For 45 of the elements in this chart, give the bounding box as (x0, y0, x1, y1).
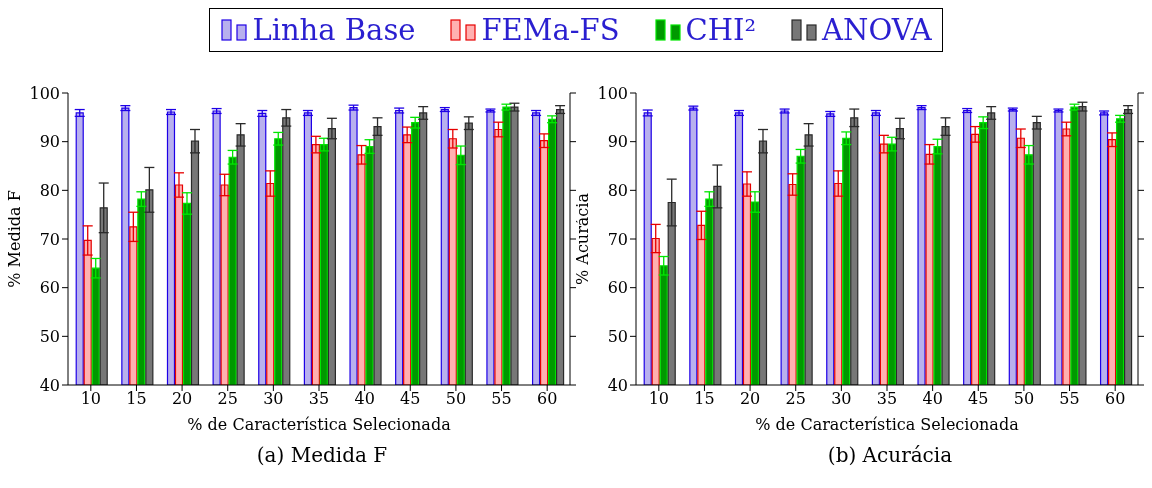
x-tick-label: 30 (831, 389, 852, 409)
legend-label: ANOVA (822, 13, 932, 47)
y-tick-label: 100 (29, 83, 60, 103)
y-tick-label: 100 (597, 83, 628, 103)
y-tick-label: 40 (607, 375, 628, 395)
x-tick-label: 10 (80, 389, 101, 409)
x-tick-label: 30 (263, 389, 284, 409)
y-tick-label: 50 (39, 327, 60, 347)
x-tick-label: 35 (876, 389, 898, 409)
x-tick-label: 35 (308, 389, 330, 409)
x-tick-label: 55 (1059, 389, 1080, 409)
x-tick-label: 60 (537, 389, 558, 409)
x-axis-title: % de Característica Selecionada (187, 415, 452, 434)
x-tick-label: 40 (922, 389, 943, 409)
y-tick-label: 40 (39, 375, 60, 395)
y-axis-title: % Medida F (4, 190, 24, 288)
y-tick-label: 80 (39, 181, 60, 201)
x-tick-label: 10 (648, 389, 669, 409)
x-tick-label: 15 (126, 389, 147, 409)
legend-label: Linha Base (252, 13, 416, 47)
x-axis-title: % de Característica Selecionada (755, 415, 1020, 434)
x-tick-label: 50 (445, 389, 467, 409)
y-tick-label: 90 (607, 132, 628, 152)
x-tick-label: 25 (785, 389, 806, 409)
y-tick-label: 60 (39, 278, 60, 298)
x-tick-label: 25 (217, 389, 238, 409)
y-tick-label: 70 (39, 229, 60, 249)
x-tick-label: 20 (739, 389, 761, 409)
x-tick-label: 20 (171, 389, 193, 409)
y-tick-label: 80 (607, 181, 628, 201)
x-tick-label: 45 (400, 389, 421, 409)
y-tick-label: 70 (607, 229, 628, 249)
y-tick-label: 90 (39, 132, 60, 152)
text: (b) Acurácia (826, 443, 954, 467)
x-tick-label: 60 (1105, 389, 1126, 409)
text: (a) Medida F (255, 443, 389, 467)
x-tick-label: 55 (491, 389, 512, 409)
x-tick-label: 50 (1013, 389, 1035, 409)
x-tick-label: 45 (968, 389, 989, 409)
x-tick-label: 40 (354, 389, 375, 409)
y-tick-label: 60 (607, 278, 628, 298)
legend-label: CHI² (685, 13, 757, 47)
legend-label: FEMa-FS (481, 13, 620, 47)
x-tick-label: 15 (694, 389, 715, 409)
y-tick-label: 50 (607, 327, 628, 347)
